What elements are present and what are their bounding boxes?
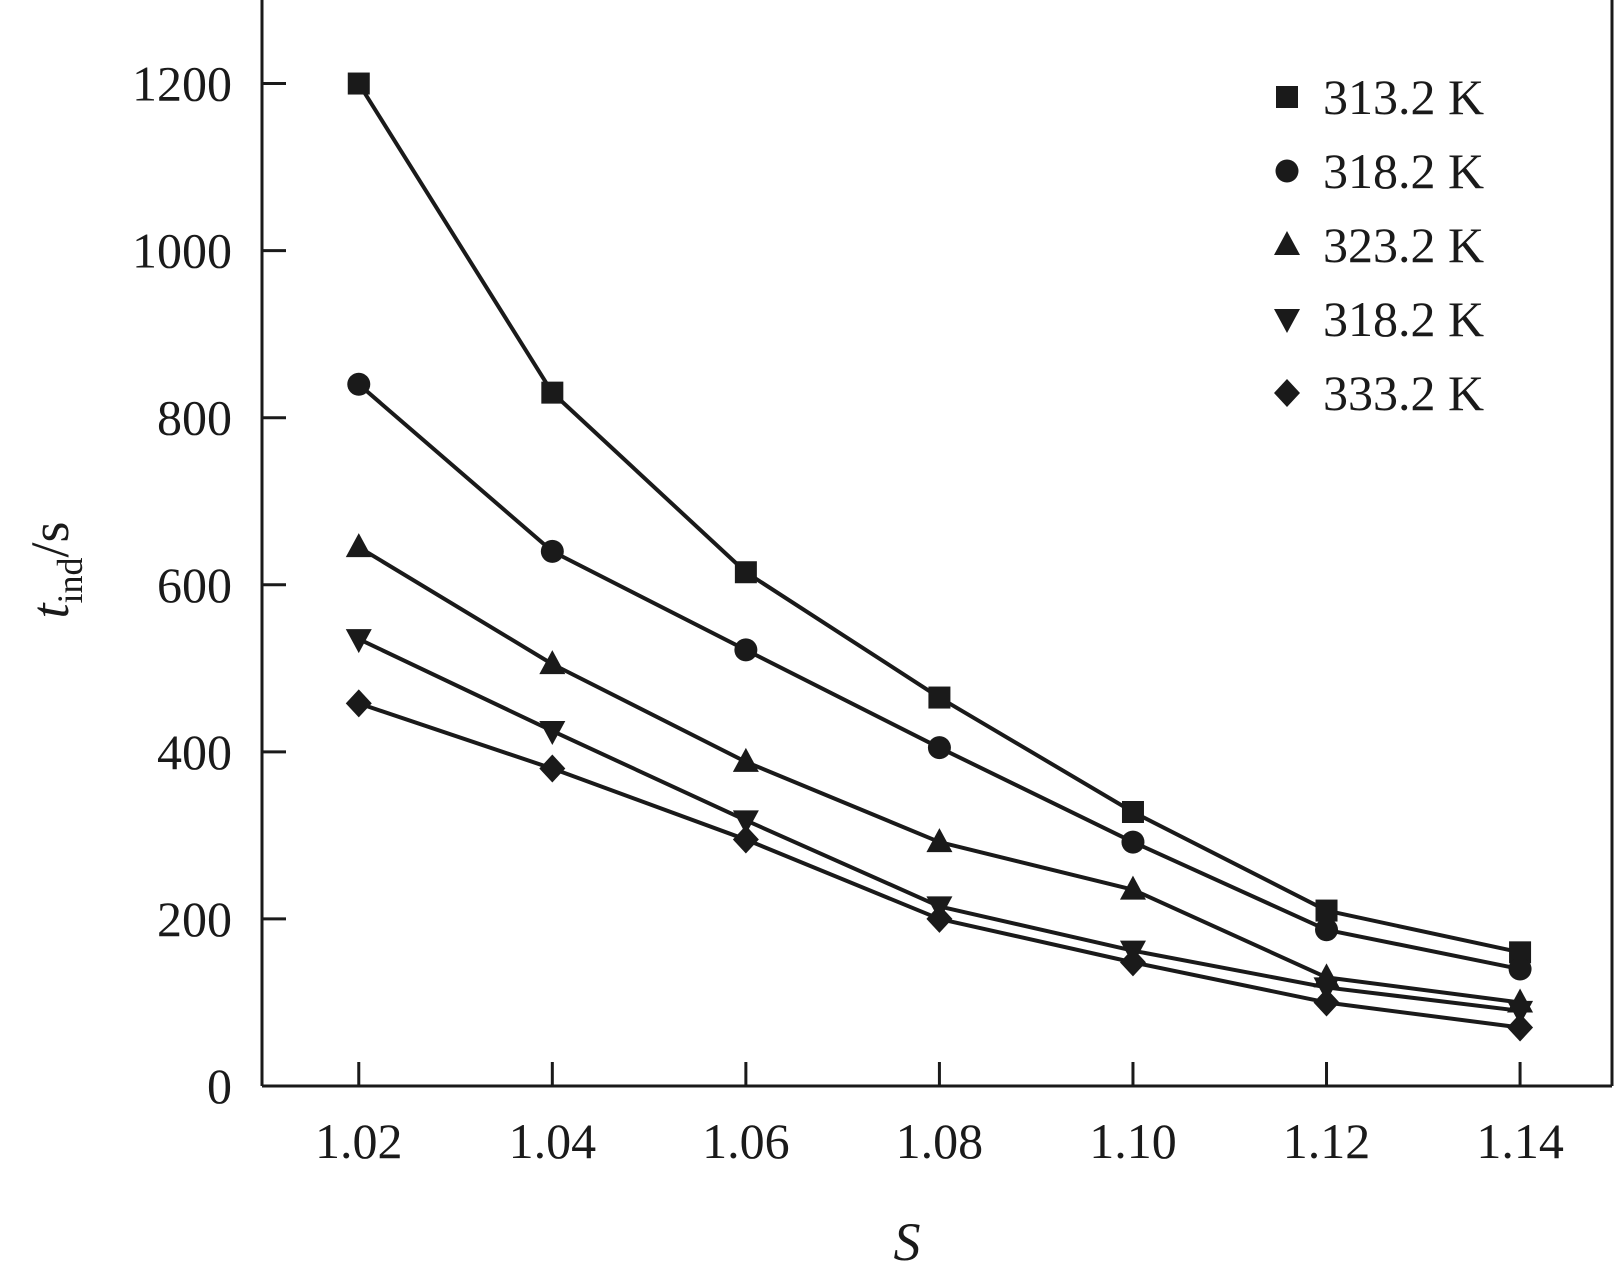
series-line (357, 382, 1521, 972)
data-point (734, 561, 757, 584)
data-point (1119, 948, 1146, 977)
series-3 (345, 533, 1534, 1013)
data-point (1507, 1000, 1534, 1025)
data-point (539, 720, 566, 745)
y-tick-label: 400 (157, 724, 232, 780)
series-line (357, 82, 1521, 955)
legend-entry: 313.2 K (1276, 69, 1484, 125)
legend-entry: 318.2 K (1274, 291, 1484, 347)
legend-label: 318.2 K (1323, 143, 1484, 199)
x-tick-label: 1.02 (315, 1113, 403, 1169)
y-tick-label: 0 (207, 1058, 232, 1114)
data-point (1121, 830, 1145, 854)
data-point (1119, 875, 1146, 900)
y-tick-label: 1000 (132, 223, 232, 279)
data-point (539, 650, 566, 675)
y-tick-label: 600 (157, 557, 232, 613)
y-tick-label: 1200 (132, 56, 232, 112)
legend-entry: 318.2 K (1275, 143, 1484, 199)
data-point (732, 810, 759, 835)
x-tick-label: 1.14 (1476, 1113, 1564, 1169)
y-tick-label: 800 (157, 390, 232, 446)
data-point (345, 533, 372, 558)
y-tick-label: 200 (157, 891, 232, 947)
x-tick-label: 1.10 (1089, 1113, 1177, 1169)
y-axis-symbol: t (20, 602, 80, 619)
legend-marker (1276, 86, 1298, 108)
data-point (539, 754, 566, 783)
legend-marker (1274, 231, 1300, 255)
data-point (1508, 957, 1532, 981)
data-point (1315, 899, 1338, 922)
legend: 313.2 K 318.2 K 323.2 K 318.2 K 333.2 K (1274, 69, 1484, 421)
legend-label: 323.2 K (1323, 217, 1484, 273)
legend-label: 318.2 K (1323, 291, 1484, 347)
data-point (732, 747, 759, 772)
series-2 (347, 372, 1532, 981)
data-point (1315, 918, 1339, 942)
y-axis-title: tind/s (20, 521, 90, 618)
legend-entry: 333.2 K (1274, 365, 1484, 421)
legend-label: 333.2 K (1323, 365, 1484, 421)
data-point (345, 689, 372, 718)
legend-marker (1274, 379, 1300, 407)
data-point (1121, 800, 1144, 823)
data-point (1509, 941, 1532, 964)
legend-entry: 323.2 K (1274, 217, 1484, 273)
x-axis-title: S (894, 1212, 921, 1272)
legend-marker (1274, 309, 1300, 333)
x-tick-label: 1.08 (896, 1113, 984, 1169)
data-point (927, 736, 951, 760)
series-5 (345, 689, 1534, 1042)
x-tick-label: 1.06 (702, 1113, 790, 1169)
y-axis-subscript: ind (50, 558, 90, 604)
data-point (734, 638, 758, 662)
data-point (541, 381, 564, 404)
series-1 (347, 72, 1532, 964)
x-tick-label: 1.12 (1283, 1113, 1371, 1169)
data-point (926, 828, 953, 853)
data-point (345, 629, 372, 654)
y-axis-unit: /s (20, 521, 80, 557)
data-point (928, 686, 951, 709)
legend-label: 313.2 K (1323, 69, 1484, 125)
axes: 0 200 400 600 800 1000 1200 1.02 1.04 1.06 1.08 1.1… (20, 0, 1614, 1272)
data-point (540, 539, 564, 563)
data-point (926, 904, 953, 933)
data-point (1313, 988, 1340, 1017)
data-point (1507, 1013, 1534, 1042)
legend-marker (1275, 159, 1299, 183)
data-point (732, 825, 759, 854)
data-point (347, 372, 371, 396)
series-group (345, 72, 1534, 1042)
data-point (347, 72, 370, 95)
x-tick-label: 1.04 (509, 1113, 597, 1169)
